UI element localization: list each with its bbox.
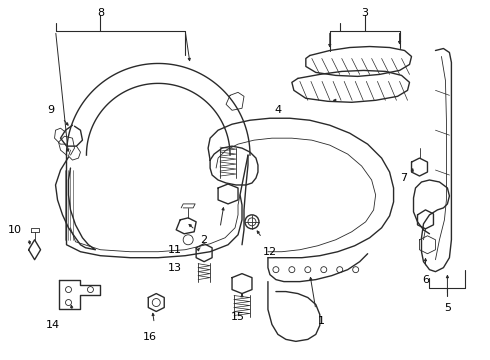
Text: 8: 8: [97, 8, 104, 18]
Text: 13: 13: [168, 263, 182, 273]
Text: 14: 14: [46, 320, 60, 330]
Text: 7: 7: [400, 173, 407, 183]
Text: 3: 3: [361, 8, 368, 18]
Text: 15: 15: [231, 312, 245, 323]
Text: 10: 10: [8, 225, 22, 235]
Text: 4: 4: [274, 105, 281, 115]
Text: 11: 11: [168, 245, 182, 255]
Text: 1: 1: [318, 316, 325, 327]
Text: 5: 5: [444, 302, 451, 312]
Text: 2: 2: [200, 235, 208, 245]
Text: 6: 6: [422, 275, 429, 285]
Text: 12: 12: [263, 247, 277, 257]
Text: 16: 16: [143, 332, 157, 342]
Text: 9: 9: [47, 105, 54, 115]
